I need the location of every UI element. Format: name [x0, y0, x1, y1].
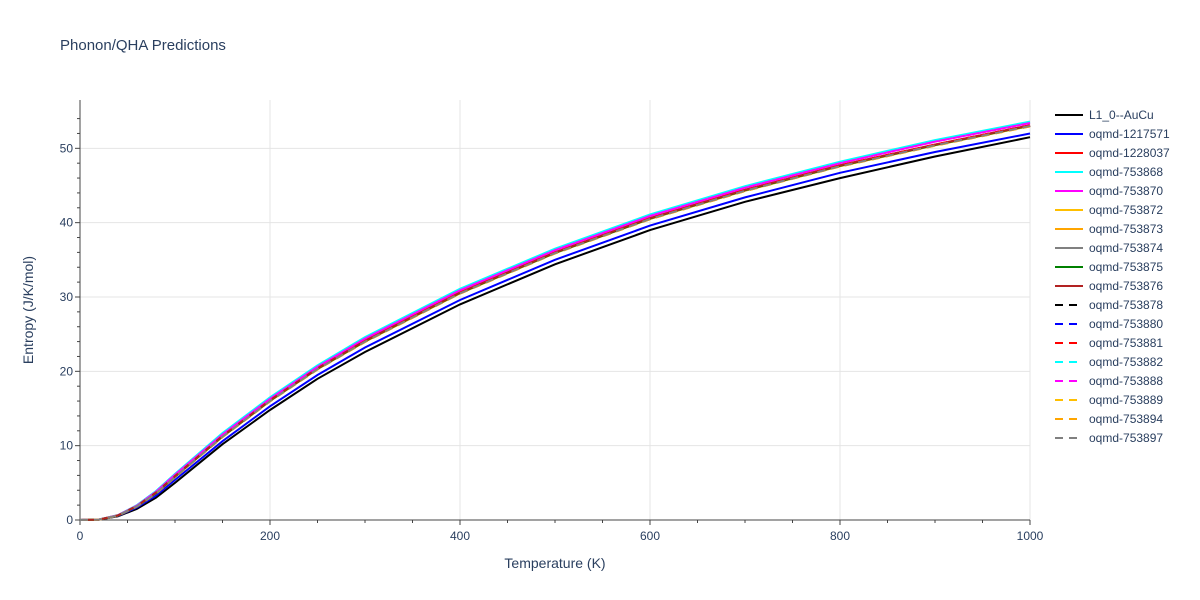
y-tick-label: 40	[60, 216, 74, 230]
x-tick-label: 800	[830, 529, 850, 543]
x-axis-title: Temperature (K)	[504, 555, 605, 571]
legend-label: oqmd-753881	[1089, 336, 1163, 350]
x-tick-label: 0	[77, 529, 84, 543]
series-line-oqmd-753882	[79, 121, 1031, 521]
legend-label: oqmd-753875	[1089, 260, 1163, 274]
series-line-oqmd-753881	[79, 124, 1031, 521]
legend-label: oqmd-753868	[1089, 165, 1163, 179]
series-line-oqmd-753874	[79, 124, 1031, 521]
legend-label: oqmd-753888	[1089, 374, 1163, 388]
series-line-oqmd-1217571	[79, 132, 1031, 521]
x-tick-labels: 0 200 400 600 800 1000	[77, 529, 1044, 543]
series-line-L1_0--AuCu	[79, 136, 1031, 521]
series-line-oqmd-753897	[79, 125, 1031, 521]
series-line-oqmd-753880	[79, 124, 1031, 521]
y-tick-label: 50	[60, 141, 74, 155]
series-line-oqmd-753872	[79, 125, 1031, 521]
legend-label: oqmd-753878	[1089, 298, 1163, 312]
series-line-oqmd-753894	[79, 125, 1031, 521]
series-line-oqmd-753875	[79, 124, 1031, 521]
chart-title: Phonon/QHA Predictions	[60, 37, 226, 54]
grid-lines	[80, 100, 1031, 520]
legend-label: oqmd-1217571	[1089, 127, 1170, 141]
y-tick-label: 0	[66, 513, 73, 527]
legend-label: oqmd-753874	[1089, 241, 1163, 255]
legend-label: oqmd-753876	[1089, 279, 1163, 293]
y-tick-label: 30	[60, 290, 74, 304]
legend-label: oqmd-753897	[1089, 431, 1163, 445]
legend-label: oqmd-753894	[1089, 412, 1163, 426]
legend-label: oqmd-753889	[1089, 393, 1163, 407]
legend-label: oqmd-753882	[1089, 355, 1163, 369]
x-tick-label: 400	[450, 529, 470, 543]
legend-label: oqmd-1228037	[1089, 146, 1170, 160]
series-line-oqmd-1228037	[79, 124, 1031, 521]
series-line-oqmd-753888	[79, 122, 1031, 521]
plot-area	[79, 120, 1031, 521]
series-line-oqmd-753876	[79, 124, 1031, 521]
legend-label: oqmd-753880	[1089, 317, 1163, 331]
y-tick-label: 10	[60, 439, 74, 453]
series-line-oqmd-753889	[79, 125, 1031, 521]
x-tick-label: 1000	[1017, 529, 1044, 543]
axes	[75, 100, 1031, 525]
legend-label: oqmd-753873	[1089, 222, 1163, 236]
series-line-oqmd-753868	[79, 120, 1031, 521]
legend: L1_0--AuCu oqmd-1217571 oqmd-1228037 oqmd-7…	[1055, 108, 1170, 445]
y-axis-title: Entropy (J/K/mol)	[20, 256, 36, 364]
series-line-oqmd-753870	[79, 122, 1031, 521]
x-tick-label: 600	[640, 529, 660, 543]
y-tick-label: 20	[60, 364, 74, 378]
legend-label: oqmd-753872	[1089, 203, 1163, 217]
series-line-oqmd-753878	[79, 125, 1031, 521]
series-line-oqmd-753873	[79, 125, 1031, 521]
legend-label: L1_0--AuCu	[1089, 108, 1154, 122]
x-tick-label: 200	[260, 529, 280, 543]
y-tick-labels: 0 10 20 30 40 50	[60, 141, 74, 527]
legend-label: oqmd-753870	[1089, 184, 1163, 198]
